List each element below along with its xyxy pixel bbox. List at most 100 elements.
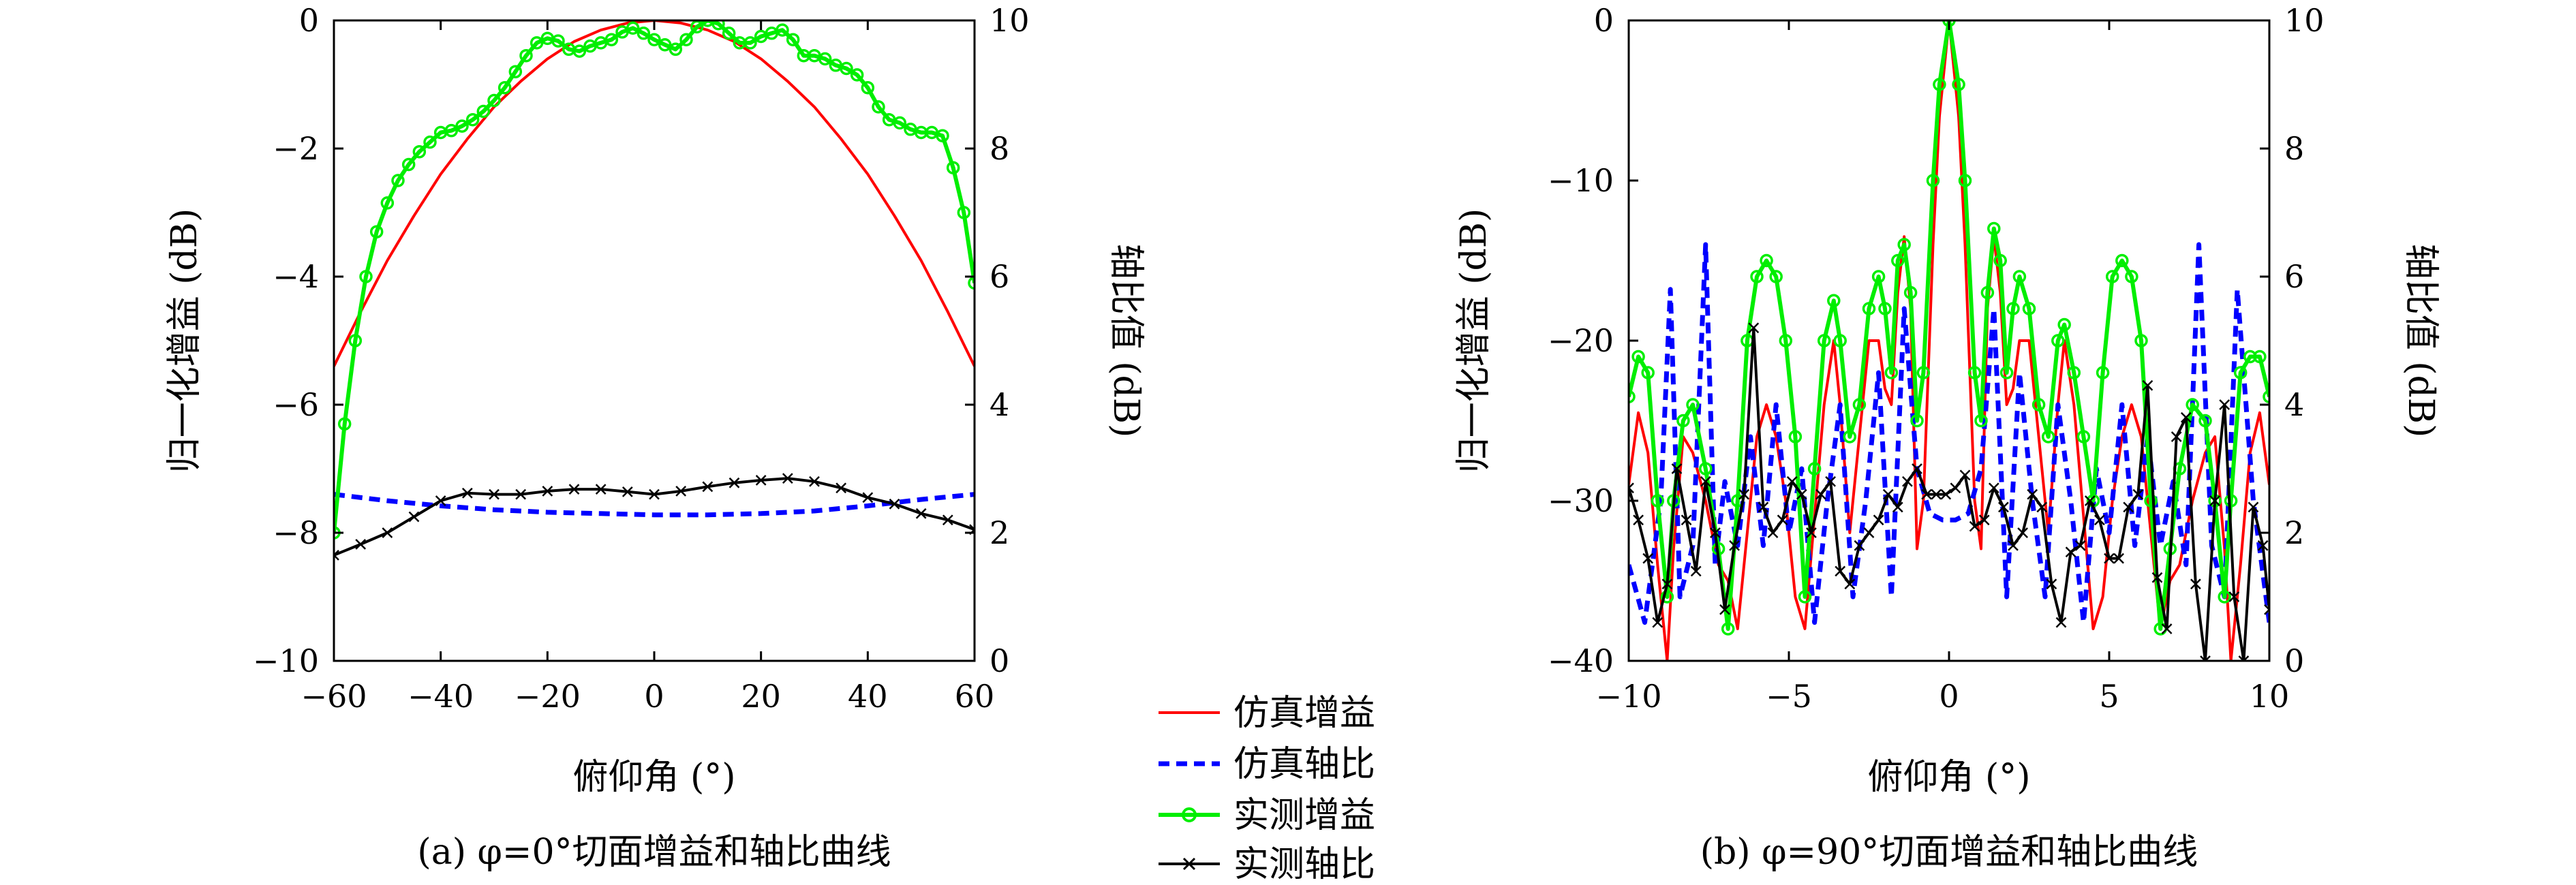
data-point-meas-gain-b (1974, 414, 1988, 428)
data-point-meas-gain-a (786, 33, 800, 46)
data-point-meas-ar-b (1700, 476, 1711, 487)
data-point-meas-gain-a (647, 33, 661, 46)
data-point-meas-gain-a (412, 144, 427, 159)
data-point-meas-gain-b (1660, 590, 1674, 604)
data-point-meas-ar-b (1969, 521, 1980, 532)
data-point-meas-gain-b (1933, 78, 1946, 91)
data-point-meas-ar-b (1748, 322, 1760, 334)
data-point-meas-ar-b (1902, 476, 1913, 487)
y2-tick-label-b: 6 (2284, 258, 2304, 295)
data-point-meas-ar-b (2123, 501, 2134, 513)
data-point-meas-ar-b (2228, 591, 2240, 602)
data-point-meas-ar-a (675, 486, 687, 497)
data-point-meas-gain-b (1903, 285, 1918, 300)
y-axis-label-left-b: 归一化增益 (dB) (1454, 208, 1494, 473)
data-point-meas-ar-b (2065, 546, 2076, 558)
y2-tick-label-b: 2 (2284, 514, 2304, 551)
data-point-meas-gain-a (893, 116, 907, 130)
data-point-meas-ar-a (568, 484, 580, 495)
data-point-meas-gain-b (2253, 350, 2267, 364)
x-tick-label-a: −60 (301, 678, 367, 715)
x-tick-label-b: 0 (1939, 678, 1959, 715)
data-point-meas-ar-a (408, 511, 420, 523)
data-point-meas-ar-b (1950, 482, 1961, 494)
data-point-meas-ar-b (1854, 540, 1865, 551)
data-point-meas-gain-a (604, 33, 619, 46)
data-point-meas-ar-b (1642, 553, 1654, 564)
data-point-meas-gain-b (2041, 430, 2055, 444)
data-point-meas-ar-b (2104, 553, 2115, 564)
data-point-meas-gain-a (711, 20, 725, 31)
legend-item-meas-ar: 实测轴比 (1159, 844, 1375, 885)
data-point-meas-ar-b (1844, 578, 1856, 590)
data-point-meas-ar-b (2190, 578, 2201, 590)
data-point-meas-ar-b (1690, 565, 1702, 577)
data-point-meas-ar-b (1652, 617, 1663, 628)
data-point-meas-gain-a (337, 417, 352, 431)
data-point-meas-gain-b (2198, 414, 2212, 428)
data-point-meas-gain-b (1843, 430, 1857, 444)
data-point-meas-gain-a (840, 61, 853, 76)
y2-tick-label-b: 8 (2284, 130, 2304, 167)
data-point-meas-gain-b (1750, 270, 1764, 283)
data-point-meas-gain-a (423, 135, 437, 149)
data-point-meas-gain-a (722, 27, 736, 40)
data-point-meas-gain-a (572, 44, 587, 58)
y2-tick-label-b: 10 (2284, 2, 2325, 39)
data-point-meas-ar-b (1806, 527, 1817, 538)
series-line-sim-gain-b (1629, 20, 2269, 661)
data-point-meas-gain-a (551, 34, 565, 48)
data-point-meas-ar-b (2161, 623, 2173, 634)
data-point-meas-ar-a (649, 488, 660, 500)
data-point-meas-ar-a (889, 498, 900, 510)
chart-b: −10 −5 0 5 10 −40 −30 −20 −10 0 0 2 4 6 8 10 归一化增益 (dB)… (1454, 2, 2441, 873)
data-point-meas-gain-a (508, 65, 523, 78)
data-point-meas-gain-a (465, 112, 480, 127)
x-tick-label-b: −10 (1595, 678, 1661, 715)
data-point-meas-ar-a (461, 487, 473, 499)
x-axis-label-b: 俯仰角 (°) (1867, 757, 2030, 798)
data-point-meas-ar-b (2084, 495, 2096, 506)
data-point-meas-ar-b (1931, 488, 1942, 500)
legend-marker-meas-ar (1182, 857, 1196, 871)
data-point-meas-gain-b (1798, 590, 1812, 604)
data-point-meas-gain-b (1891, 253, 1905, 268)
y-tick-label-a: −4 (273, 258, 319, 295)
series-line-sim-gain-a (334, 20, 975, 367)
data-point-meas-gain-b (1807, 462, 1822, 476)
data-point-meas-ar-a (435, 495, 446, 506)
data-point-meas-ar-b (1825, 476, 1836, 487)
data-point-meas-gain-b (2134, 334, 2148, 347)
plot-area-b (1627, 19, 2271, 662)
data-point-meas-gain-b (1967, 366, 1982, 379)
legend: 仿真增益 仿真轴比 实测增益 实测轴比 (1159, 693, 1375, 885)
data-point-meas-ar-a (809, 476, 820, 487)
data-point-meas-ar-b (1629, 482, 1634, 494)
data-point-meas-gain-a (380, 196, 395, 210)
data-point-meas-gain-a (476, 104, 491, 119)
data-point-meas-gain-b (2125, 270, 2138, 283)
x-axis-label-a: 俯仰角 (°) (572, 757, 735, 798)
data-point-meas-ar-b (2171, 431, 2182, 442)
data-point-meas-ar-b (1719, 604, 1730, 615)
data-point-meas-gain-b (2233, 366, 2248, 379)
y-axis-label-right-b: 轴比值 (dB) (2400, 244, 2441, 438)
data-point-meas-ar-b (1738, 488, 1750, 500)
legend-label-sim-ar: 仿真轴比 (1233, 744, 1375, 785)
data-point-meas-ar-a (729, 477, 740, 488)
data-point-meas-ar-b (2248, 501, 2259, 513)
data-point-meas-gain-b (1721, 622, 1735, 636)
data-point-meas-gain-b (1926, 174, 1940, 187)
data-point-meas-gain-b (2031, 398, 2046, 412)
data-point-meas-ar-b (1815, 488, 1826, 500)
data-point-meas-ar-a (489, 488, 500, 500)
y-tick-label-b: 0 (1594, 2, 1614, 39)
data-point-meas-gain-b (2144, 494, 2158, 508)
y2-tick-label-a: 0 (990, 642, 1009, 679)
data-point-meas-ar-b (2036, 501, 2048, 513)
data-point-meas-gain-b (1788, 430, 1803, 444)
x-tick-label-a: 0 (644, 678, 664, 715)
data-point-meas-ar-b (2055, 617, 2067, 628)
data-point-meas-ar-b (1633, 514, 1644, 526)
